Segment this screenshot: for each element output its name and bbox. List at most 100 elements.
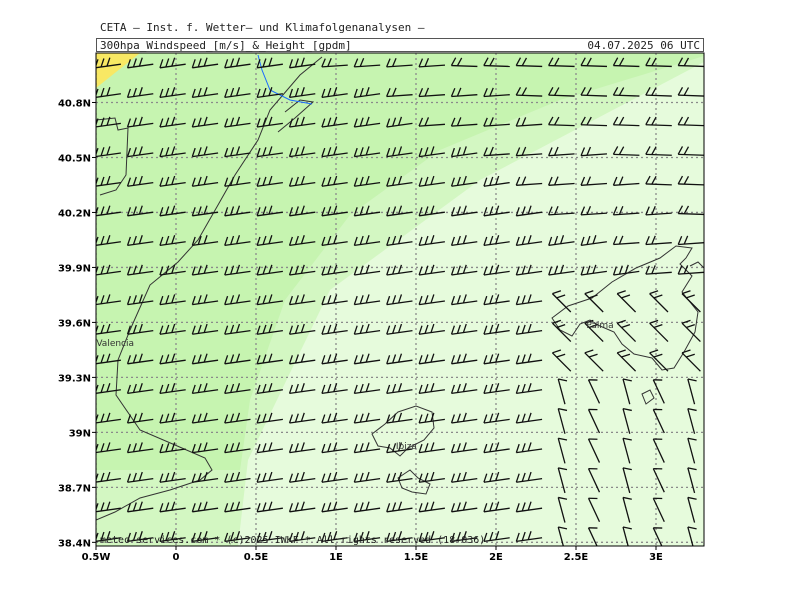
wind-barb [353, 205, 381, 217]
wind-barb [612, 176, 640, 186]
place-label: Ibiza [396, 442, 417, 452]
wind-barb [515, 57, 543, 68]
wind-barb [418, 146, 445, 158]
wind-barb [418, 294, 445, 306]
wind-barb [126, 353, 154, 365]
wind-barb [353, 294, 381, 306]
wind-barb [288, 471, 316, 483]
wind-barb [450, 146, 478, 158]
wind-barb [645, 57, 672, 68]
wind-barb [288, 87, 316, 99]
wind-barb [386, 471, 413, 483]
wind-barb [288, 531, 316, 543]
wind-barb [418, 117, 446, 127]
wind-barb [483, 146, 510, 157]
lon-tick-label: 3E [649, 552, 663, 563]
wind-barb [96, 175, 121, 187]
wind-barb [612, 57, 640, 68]
wind-barb [96, 323, 121, 335]
wind-barb [256, 175, 283, 187]
wind-barb [677, 57, 704, 68]
wind-barb [557, 496, 568, 523]
wind-barb [418, 531, 445, 543]
wind-barb [159, 471, 186, 483]
wind-barb [256, 87, 283, 99]
wind-barb [580, 176, 608, 186]
wind-barb [616, 349, 637, 372]
wind-barb [557, 437, 568, 464]
lon-tick-label: 0.5W [82, 552, 111, 563]
wind-barb [96, 235, 121, 247]
wind-barb [386, 57, 413, 68]
plot-area [96, 53, 704, 546]
wind-barb [191, 294, 219, 306]
wind-barb [353, 471, 381, 483]
wind-barb [652, 467, 665, 493]
wind-barb [288, 205, 316, 217]
wind-barb [515, 323, 543, 335]
wind-barb [321, 442, 348, 454]
wind-barb [557, 378, 568, 405]
wind-barb [622, 467, 632, 494]
wind-barb [224, 57, 251, 69]
wind-barb [551, 290, 572, 313]
wind-barb [483, 471, 510, 483]
wind-barb [256, 57, 283, 69]
wind-barb [483, 205, 510, 217]
wind-barb [96, 471, 121, 483]
wind-barb [256, 383, 283, 395]
wind-barb [386, 264, 413, 276]
wind-barb [386, 383, 413, 395]
wind-barb [224, 383, 251, 395]
wind-barb [321, 383, 348, 395]
wind-barb [548, 86, 575, 97]
river-ebro [257, 54, 313, 105]
wind-barb [126, 235, 154, 247]
wind-barb [580, 57, 608, 68]
wind-barb [580, 264, 607, 276]
wind-barb [96, 383, 121, 395]
lat-tick-label: 38.7N [58, 483, 91, 494]
wind-barb [515, 117, 543, 127]
wind-barb [386, 175, 413, 187]
wind-barb [159, 57, 186, 69]
wind-barb [159, 175, 186, 187]
wind-barb [321, 264, 348, 276]
wind-barb [587, 379, 601, 404]
wind-barb [418, 471, 445, 483]
coast-ebro-delta [277, 99, 315, 133]
wind-barb [483, 87, 510, 98]
wind-barb [612, 116, 640, 127]
wind-barb [159, 353, 186, 365]
wind-barb [256, 294, 283, 306]
wind-barb [418, 205, 445, 217]
wind-barb [418, 353, 445, 365]
wind-barb [687, 408, 697, 434]
lon-tick-label: 2E [489, 552, 503, 563]
wind-barb [450, 235, 478, 247]
wind-barb [224, 175, 251, 187]
wind-barb [224, 116, 251, 128]
wind-barb [288, 116, 316, 128]
map-title: CETA – Inst. f. Wetter– und Klimafolgena… [100, 21, 425, 34]
wind-barb [126, 442, 154, 454]
wind-barb [321, 471, 348, 483]
place-labels: Valencia Palma Ibiza [96, 321, 613, 452]
wind-barb [256, 471, 283, 483]
wind-barb [96, 264, 121, 276]
wind-barb [96, 57, 121, 69]
wind-barb [321, 57, 348, 68]
wind-barb [681, 349, 701, 372]
wind-barb [321, 531, 348, 543]
wind-barb [256, 235, 283, 247]
lat-axis: 40.8N 40.5N 40.2N 39.9N 39.6N 39.3N 39N 38.7N 38… [58, 98, 96, 549]
wind-barb [126, 146, 154, 158]
lat-tick-label: 39N [69, 428, 91, 439]
wind-barb [353, 264, 381, 276]
wind-barb [616, 290, 637, 313]
wind-barb [652, 408, 665, 434]
lat-tick-label: 39.9N [58, 263, 91, 274]
wind-barb [612, 235, 640, 246]
wind-barb [515, 501, 543, 513]
wind-barb [159, 531, 186, 543]
